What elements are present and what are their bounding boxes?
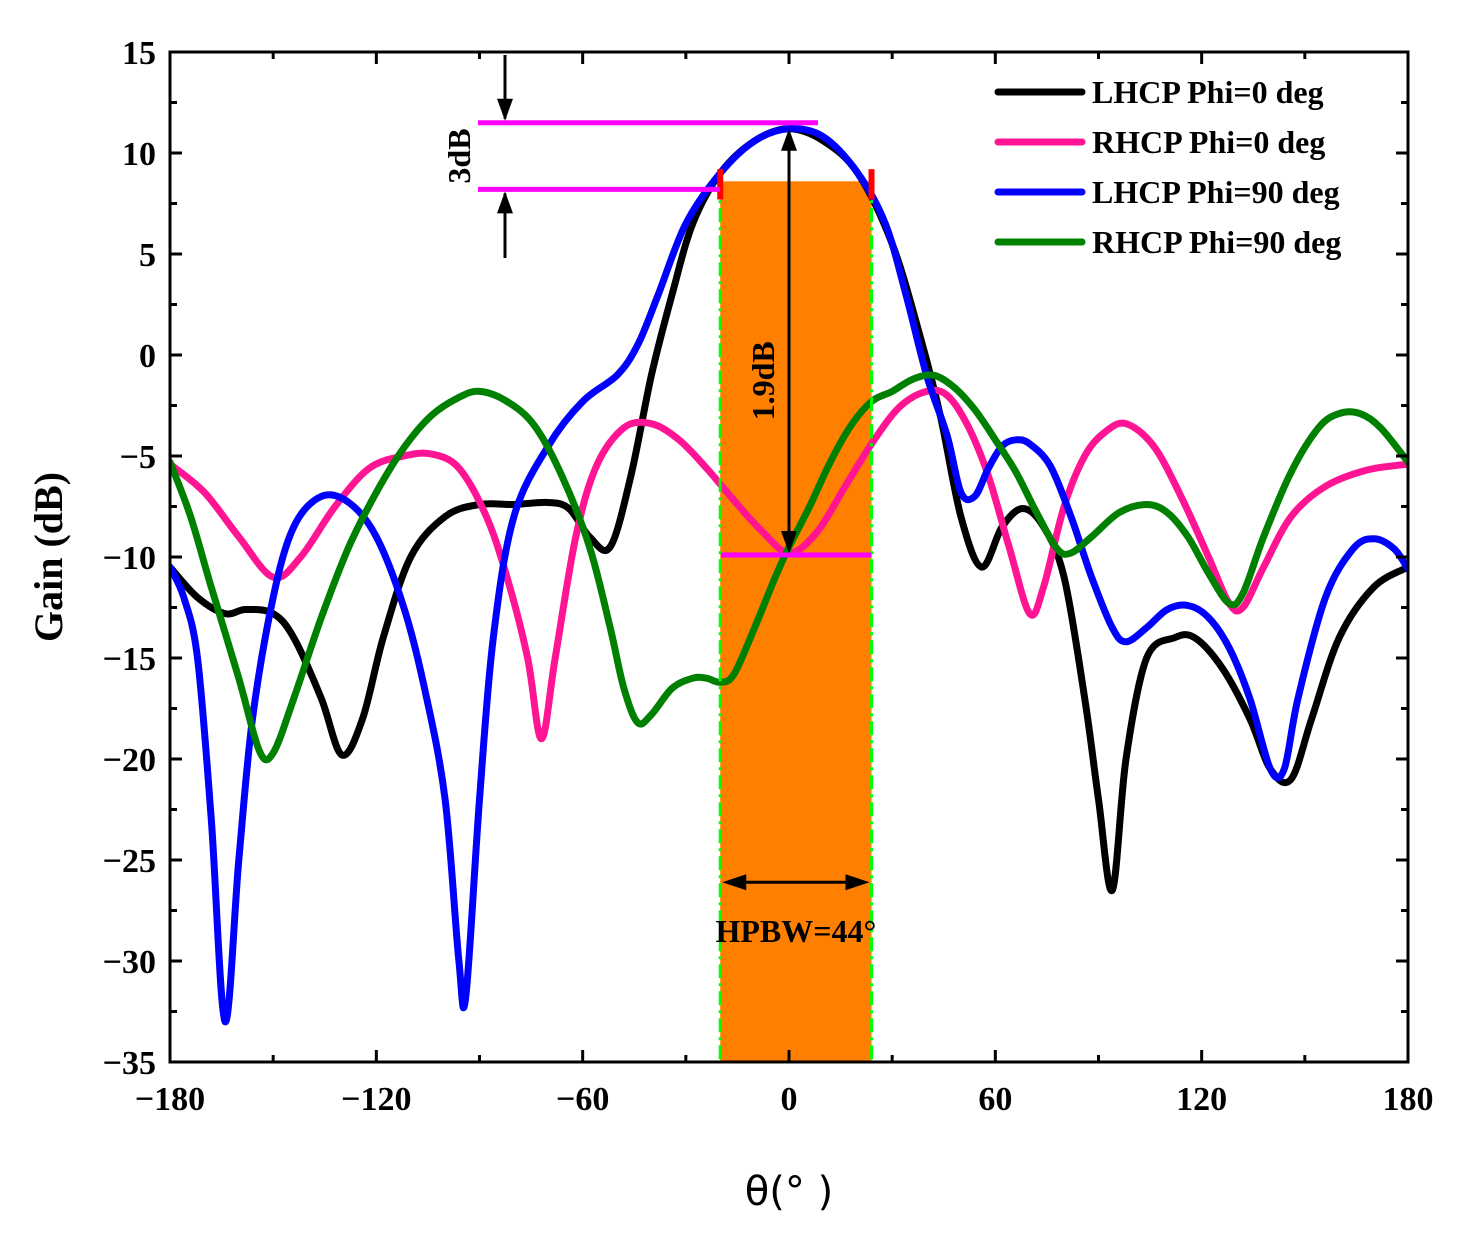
- arrow-hpbw-right-head: [845, 874, 870, 891]
- y-tick-label: −10: [103, 540, 156, 577]
- x-tick-label: −180: [135, 1081, 205, 1118]
- label-hpbw: HPBW=44°: [715, 913, 876, 949]
- legend-label-3: LHCP Phi=90 deg: [1092, 174, 1340, 210]
- y-tick-label: −20: [103, 742, 156, 779]
- series-line-4: [170, 371, 1408, 764]
- hpbw-band-fill: [720, 181, 872, 1062]
- arrow-ar-bottom-head: [781, 530, 797, 553]
- hpbw-band: [720, 181, 872, 1062]
- legend-label-2: RHCP Phi=0 deg: [1092, 124, 1325, 160]
- label-axial-ratio: 1.9dB: [745, 341, 781, 420]
- y-tick-label: 10: [122, 136, 156, 173]
- label-3db: 3dB: [441, 128, 477, 183]
- y-tick-label: −25: [103, 843, 156, 880]
- x-tick-label: 120: [1176, 1081, 1227, 1118]
- legend: LHCP Phi=0 deg RHCP Phi=0 deg LHCP Phi=90 …: [994, 74, 1341, 260]
- arrow-3db-bottom-head: [497, 191, 513, 214]
- x-tick-label: −120: [341, 1081, 411, 1118]
- arrow-3db-top-head: [497, 98, 513, 121]
- y-tick-label: 15: [122, 35, 156, 72]
- y-tick-label: −30: [103, 944, 156, 981]
- x-tick-label: 0: [781, 1081, 798, 1118]
- series-group: [170, 125, 1408, 1026]
- y-tick-label: −35: [103, 1045, 156, 1082]
- series-line-2: [170, 386, 1408, 743]
- x-axis-title: θ(° ): [745, 1169, 833, 1215]
- series-line-3: [170, 125, 1408, 1026]
- arrow-ar-top-head: [781, 128, 797, 151]
- axes: −180 −120 −60 0 60 120 180 15 10 5 0 −5 −10 −15 −20 −25…: [103, 35, 1434, 1118]
- x-tick-label: 180: [1383, 1081, 1434, 1118]
- legend-label-1: LHCP Phi=0 deg: [1092, 74, 1324, 110]
- annotation-group: 3dB 1.9dB HPBW=44°: [441, 55, 876, 1062]
- y-tick-label: 5: [139, 237, 156, 274]
- x-tick-label: −60: [556, 1081, 609, 1118]
- y-axis-title: Gain (dB): [26, 472, 71, 642]
- y-tick-label: 0: [139, 338, 156, 375]
- y-tick-label: −15: [103, 641, 156, 678]
- arrow-hpbw-left-head: [722, 874, 747, 891]
- x-tick-label: 60: [978, 1081, 1012, 1118]
- legend-label-4: RHCP Phi=90 deg: [1092, 224, 1341, 260]
- y-tick-label: −5: [120, 439, 156, 476]
